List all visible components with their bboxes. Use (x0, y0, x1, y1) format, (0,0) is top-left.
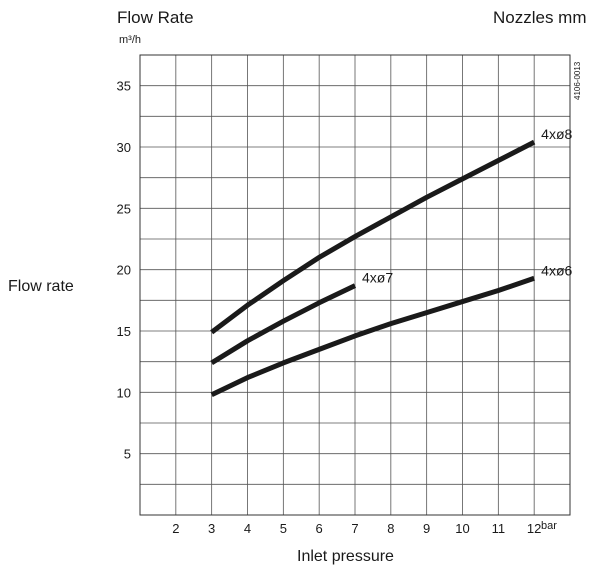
x-tick-label: 6 (316, 521, 323, 536)
y-tick-label: 20 (117, 263, 131, 278)
x-tick-label: 3 (208, 521, 215, 536)
y-tick-label: 35 (117, 79, 131, 94)
plot-frame (139, 54, 571, 516)
y-tick-label: 15 (117, 324, 131, 339)
x-tick-label: 9 (423, 521, 430, 536)
x-tick-label: 2 (172, 521, 179, 536)
y-tick-label: 10 (117, 385, 131, 400)
series-line (210, 139, 536, 335)
y-tick-label: 5 (124, 447, 131, 462)
series-line (210, 283, 357, 366)
x-tick-label: 5 (280, 521, 287, 536)
nozzles-label: Nozzles mm (493, 8, 587, 27)
unit-label: m³/h (119, 34, 141, 46)
x-tick-label: 10 (455, 521, 469, 536)
x-tick-label: 12 (527, 521, 541, 536)
x-tick-label: 4 (244, 521, 251, 536)
figure-code: 4106-0013 (573, 61, 582, 100)
series-label: 4xø8 (541, 126, 572, 142)
y-tick-label: 25 (117, 201, 131, 216)
chart-title: Flow Rate (117, 8, 194, 27)
y-tick-label: 30 (117, 140, 131, 155)
x-axis-label: Inlet pressure (297, 548, 394, 565)
x-tick-label: 8 (387, 521, 394, 536)
series-line (210, 275, 535, 398)
y-axis-label: Flow rate (8, 278, 74, 295)
x-tick-label: 11 (492, 521, 506, 536)
series-label: 4xø7 (362, 270, 393, 286)
x-unit-label: bar (541, 520, 557, 532)
series-label: 4xø6 (541, 262, 572, 278)
x-tick-label: 7 (351, 521, 358, 536)
